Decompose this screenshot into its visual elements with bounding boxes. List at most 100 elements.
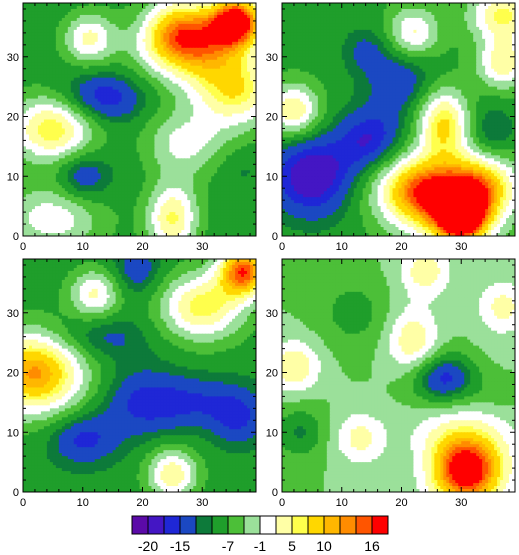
contour-cell [148, 56, 153, 61]
contour-cell [115, 170, 120, 174]
contour-cell [187, 161, 191, 165]
contour-cell [103, 62, 108, 67]
contour-cell [172, 41, 176, 46]
contour-cell [178, 158, 182, 162]
contour-cell [181, 137, 185, 142]
contour-cell [82, 128, 87, 133]
contour-cell [151, 182, 156, 186]
contour-cell [163, 86, 167, 91]
contour-cell [94, 182, 99, 186]
contour-cell [37, 23, 42, 28]
contour-cell [67, 77, 72, 82]
contour-cell [163, 65, 167, 70]
contour-cell [154, 125, 159, 130]
contour-cell [163, 68, 167, 73]
contour-cell [43, 29, 48, 34]
contour-cell [175, 32, 179, 37]
contour-cell [136, 47, 141, 52]
contour-cell [157, 44, 162, 49]
contour-cell [148, 140, 153, 144]
contour-cell [142, 149, 147, 153]
contour-cell [40, 8, 45, 13]
contour-cell [193, 53, 197, 58]
contour-cell [109, 143, 114, 147]
contour-cell [223, 137, 227, 142]
contour-cell [154, 107, 159, 112]
contour-cell [178, 164, 182, 168]
contour-cell [25, 8, 30, 13]
contour-cell [100, 134, 105, 139]
contour-cell [82, 77, 87, 82]
contour-cell [79, 110, 84, 115]
contour-cell [217, 191, 221, 195]
contour-cell [247, 170, 251, 174]
contour-cell [157, 11, 162, 16]
contour-cell [46, 3, 51, 7]
contour-cell [211, 32, 215, 37]
contour-cell [115, 20, 120, 25]
contour-cell [154, 86, 159, 91]
contour-cell [25, 50, 30, 55]
contour-cell [127, 83, 132, 88]
contour-cell [172, 56, 176, 61]
contour-cell [121, 95, 126, 100]
contour-cell [109, 26, 114, 31]
contour-cell [157, 3, 162, 7]
contour-cell [157, 128, 162, 133]
contour-cell [226, 152, 230, 156]
contour-cell [94, 38, 99, 43]
contour-cell [121, 80, 126, 85]
contour-cell [82, 137, 87, 142]
contour-cell [46, 56, 51, 61]
contour-cell [70, 71, 75, 76]
contour-cell [241, 149, 245, 153]
contour-cell [25, 155, 30, 159]
contour-cell [217, 146, 221, 150]
contour-cell [232, 68, 236, 73]
contour-cell [127, 95, 132, 100]
contour-cell [220, 185, 224, 189]
contour-cell [151, 104, 156, 109]
contour-cell [193, 191, 197, 195]
contour-cell [67, 98, 72, 103]
contour-cell [46, 32, 51, 37]
contour-cell [49, 113, 54, 118]
contour-cell [23, 32, 27, 37]
contour-cell [49, 5, 54, 10]
contour-cell [112, 188, 117, 192]
contour-cell [217, 161, 221, 165]
contour-cell [64, 74, 69, 79]
contour-cell [52, 11, 57, 16]
contour-cell [253, 68, 256, 73]
contour-cell [58, 3, 63, 7]
contour-cell [142, 71, 147, 76]
contour-cell [25, 182, 30, 186]
contour-cell [220, 119, 224, 124]
contour-cell [187, 179, 191, 183]
contour-cell [220, 182, 224, 186]
contour-cell [76, 122, 81, 127]
contour-cell [115, 50, 120, 55]
contour-cell [175, 62, 179, 67]
contour-cell [118, 26, 123, 31]
contour-cell [79, 44, 84, 49]
contour-cell [214, 38, 218, 43]
contour-cell [136, 38, 141, 43]
contour-cell [199, 176, 203, 180]
contour-cell [124, 173, 129, 177]
contour-cell [28, 167, 33, 171]
contour-cell [247, 113, 251, 118]
contour-cell [52, 119, 57, 124]
contour-cell [154, 98, 159, 103]
contour-cell [223, 191, 227, 195]
contour-cell [52, 38, 57, 43]
contour-cell [211, 176, 215, 180]
contour-cell [250, 44, 254, 49]
contour-cell [70, 92, 75, 97]
contour-cell [214, 5, 218, 10]
contour-cell [238, 146, 242, 150]
contour-cell [163, 26, 167, 31]
contour-cell [145, 20, 150, 25]
contour-cell [175, 47, 179, 52]
contour-cell [112, 32, 117, 37]
